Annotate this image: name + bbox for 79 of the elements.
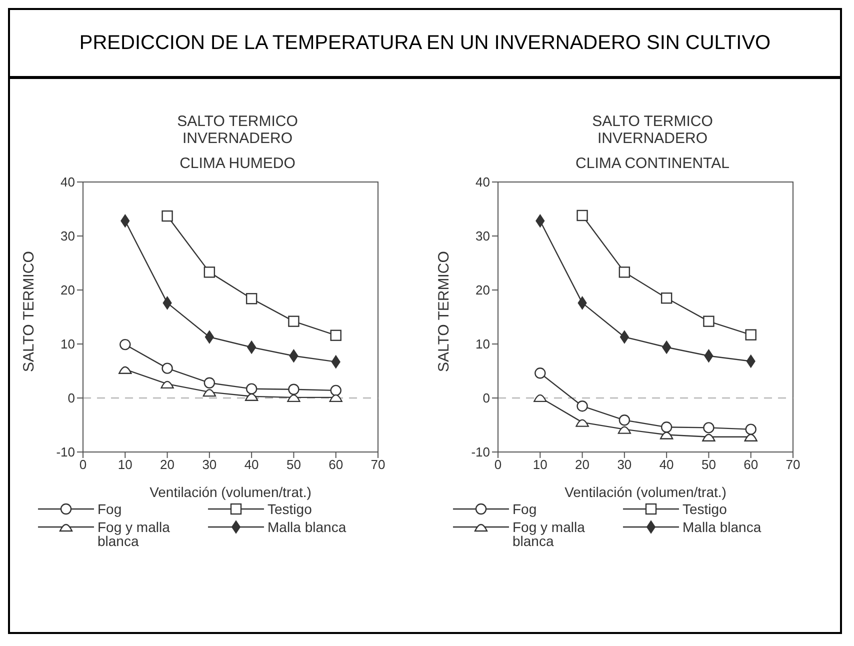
point xyxy=(203,266,215,278)
y-tick-label: 0 xyxy=(482,390,490,406)
x-tick-label: 70 xyxy=(785,457,800,472)
x-tick-label: 60 xyxy=(743,457,758,472)
point xyxy=(245,293,257,304)
x-axis-title: Ventilación (volumen/trat.) xyxy=(564,484,726,500)
y-axis-title: SALTO TERMICO xyxy=(20,251,37,372)
point xyxy=(330,384,341,396)
x-tick-label: 10 xyxy=(117,457,132,472)
x-tick-label: 0 xyxy=(494,457,502,472)
legend-label: Fog y malla blanca xyxy=(98,519,171,549)
chart-subtitle: CLIMA CONTINENTAL xyxy=(574,155,730,172)
point xyxy=(534,368,546,379)
x-tick-label: 0 xyxy=(78,457,86,472)
legend-label: Malla blanca xyxy=(268,519,348,535)
x-tick-label: 30 xyxy=(616,457,632,472)
x-tick-label: 50 xyxy=(700,457,716,472)
point xyxy=(203,377,215,388)
point xyxy=(619,330,628,344)
legend-label: Fog y malla blanca xyxy=(512,519,586,549)
chart-subtitle: CLIMA HUMEDO xyxy=(178,155,296,172)
x-tick-label: 40 xyxy=(658,457,674,472)
point xyxy=(246,340,256,354)
legend-label: Fog xyxy=(98,501,123,517)
point xyxy=(618,414,630,426)
x-tick-label: 50 xyxy=(286,457,300,472)
point xyxy=(660,292,672,304)
y-tick-label: 20 xyxy=(60,282,74,298)
point xyxy=(662,340,671,354)
x-tick-label: 60 xyxy=(328,457,343,472)
y-tick-label: -10 xyxy=(56,444,74,460)
point xyxy=(161,210,172,222)
x-tick-label: 40 xyxy=(244,457,258,472)
point xyxy=(702,316,714,327)
point xyxy=(330,355,340,368)
y-tick-label: 30 xyxy=(475,228,490,244)
y-axis-title: SALTO TERMICO xyxy=(434,251,452,372)
y-tick-label: 10 xyxy=(475,336,490,352)
point xyxy=(288,384,299,395)
point xyxy=(330,330,341,341)
x-tick-label: 20 xyxy=(160,457,174,472)
point xyxy=(119,338,130,350)
point xyxy=(576,210,588,222)
point xyxy=(744,424,756,435)
legend-label: Fog xyxy=(512,501,538,517)
point xyxy=(702,422,714,434)
legend-label: Malla blanca xyxy=(682,519,762,535)
y-tick-label: 0 xyxy=(67,390,74,406)
point xyxy=(744,329,756,340)
y-tick-label: 10 xyxy=(60,336,74,352)
point xyxy=(288,349,298,362)
y-tick-label: 40 xyxy=(60,174,74,190)
x-tick-label: 20 xyxy=(574,457,590,472)
x-tick-label: 10 xyxy=(532,457,547,472)
y-tick-label: 30 xyxy=(60,228,74,244)
y-tick-label: 40 xyxy=(475,174,490,190)
point xyxy=(161,362,172,374)
point xyxy=(660,422,672,433)
point xyxy=(204,330,214,344)
x-axis-title: Ventilación (volumen/trat.) xyxy=(149,484,311,500)
point xyxy=(576,400,588,412)
y-tick-label: -10 xyxy=(470,444,490,460)
x-tick-label: 30 xyxy=(202,457,216,472)
point xyxy=(746,354,755,368)
point xyxy=(535,214,544,228)
point xyxy=(577,296,586,310)
text: PREDICCION DE LA TEMPERATURA EN UN INVERNADERO SIN CULTIVO xyxy=(10,10,840,79)
point xyxy=(618,266,630,278)
legend-label: Testigo xyxy=(682,501,728,517)
chart-title: SALTO TERMICO INVERNADERO xyxy=(176,113,299,147)
legend-label: Testigo xyxy=(268,501,313,517)
point xyxy=(704,349,713,362)
point xyxy=(162,296,172,310)
x-tick-label: 70 xyxy=(370,457,385,472)
point xyxy=(245,383,257,394)
chart-title: SALTO TERMICO INVERNADERO xyxy=(591,113,714,147)
point xyxy=(288,316,299,327)
point xyxy=(120,214,130,228)
y-tick-label: 20 xyxy=(475,282,490,298)
